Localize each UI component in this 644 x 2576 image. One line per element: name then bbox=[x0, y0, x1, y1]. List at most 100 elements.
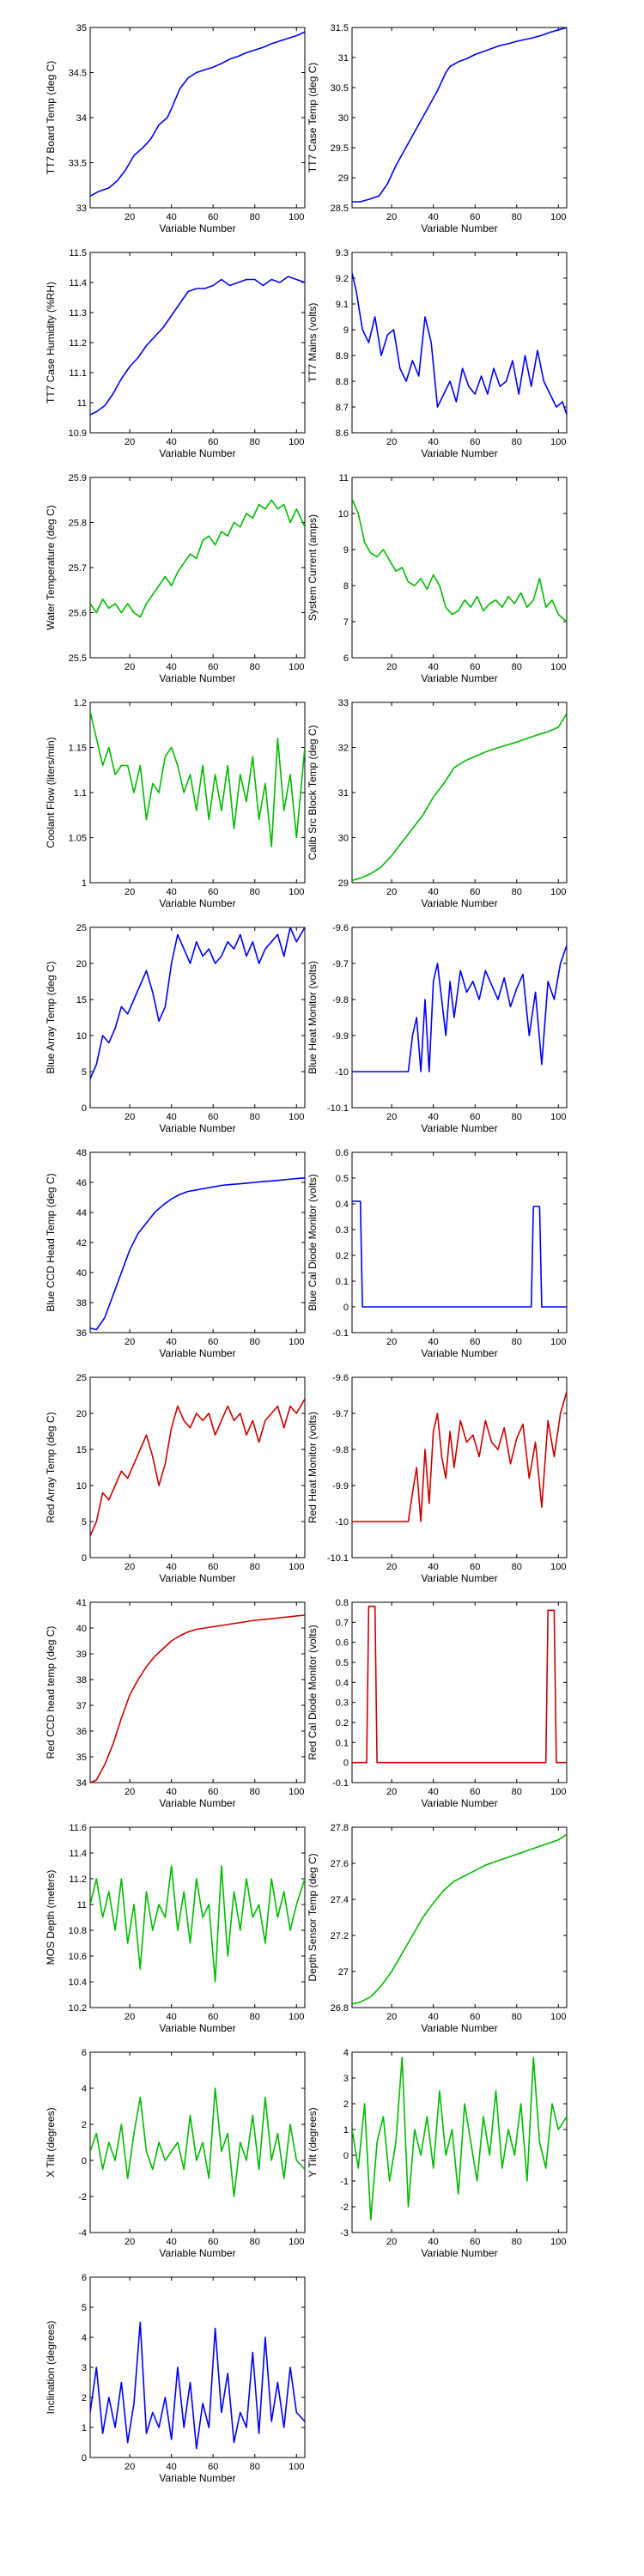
y-tick-label: 39 bbox=[76, 1649, 87, 1660]
x-tick-label: 60 bbox=[208, 212, 218, 222]
chart-panel-13: 20 40 60 80 100 0 5 10 15 20 25 Variable Number Red … bbox=[45, 1373, 306, 1584]
y-axis-label: System Current (amps) bbox=[307, 514, 319, 621]
x-tick-label: 60 bbox=[208, 662, 218, 672]
x-tick-label: 80 bbox=[512, 1562, 522, 1572]
x-tick-label: 80 bbox=[250, 2237, 260, 2247]
y-tick-label: 7 bbox=[343, 617, 349, 628]
y-tick-label: 2 bbox=[82, 2120, 87, 2130]
x-tick-label: 20 bbox=[386, 2237, 397, 2247]
x-tick-label: 80 bbox=[512, 887, 522, 897]
y-tick-label: 11 bbox=[339, 473, 349, 483]
x-tick-label: 60 bbox=[470, 1787, 480, 1797]
y-tick-label: 5 bbox=[82, 1517, 87, 1528]
y-axis-label: TT7 Mains (volts) bbox=[307, 303, 319, 383]
x-tick-label: 100 bbox=[289, 2012, 304, 2022]
y-tick-label: -3 bbox=[340, 2228, 349, 2239]
x-axis-label: Variable Number bbox=[421, 222, 497, 234]
y-tick-label: 38 bbox=[76, 1675, 87, 1686]
y-tick-label: -9.9 bbox=[332, 1031, 349, 1042]
series-line bbox=[352, 498, 567, 623]
y-tick-label: 42 bbox=[76, 1238, 87, 1249]
x-tick-label: 60 bbox=[470, 1112, 480, 1122]
y-tick-label: -1 bbox=[340, 2177, 349, 2187]
x-tick-label: 40 bbox=[428, 662, 439, 672]
y-tick-label: 2 bbox=[343, 2099, 349, 2110]
y-tick-label: 0.8 bbox=[336, 1598, 349, 1608]
y-axis-label: TT7 Case Humidity (%RH) bbox=[45, 282, 57, 404]
x-tick-label: 100 bbox=[550, 212, 566, 222]
x-tick-label: 20 bbox=[386, 212, 397, 222]
x-tick-label: 80 bbox=[250, 437, 260, 447]
chart-panel-1: 20 40 60 80 100 33 33.5 34 34.5 35 Variable Number… bbox=[45, 23, 306, 234]
y-tick-label: 1 bbox=[343, 2125, 349, 2136]
x-tick-label: 40 bbox=[428, 212, 439, 222]
x-tick-label: 20 bbox=[386, 2012, 397, 2022]
x-tick-label: 80 bbox=[250, 887, 260, 897]
y-axis-label: Blue Array Temp (deg C) bbox=[45, 961, 57, 1073]
x-axis-label: Variable Number bbox=[421, 2247, 497, 2259]
y-tick-label: 0 bbox=[82, 2156, 87, 2166]
y-tick-label: 0 bbox=[343, 2151, 349, 2161]
x-tick-label: 100 bbox=[289, 1112, 304, 1122]
y-tick-label: 6 bbox=[82, 2273, 87, 2283]
x-tick-label: 60 bbox=[470, 2237, 480, 2247]
y-tick-label: 8.7 bbox=[336, 403, 349, 413]
y-tick-label: 0.3 bbox=[336, 1225, 349, 1236]
y-tick-label: 27.6 bbox=[331, 1859, 349, 1869]
y-tick-label: 15 bbox=[76, 1445, 87, 1455]
y-tick-label: -9.6 bbox=[332, 1373, 349, 1383]
x-axis-label: Variable Number bbox=[421, 897, 497, 909]
x-tick-label: 80 bbox=[512, 1787, 522, 1797]
y-tick-label: 26.8 bbox=[331, 2003, 349, 2014]
y-axis-label: Red Heat Monitor (volts) bbox=[307, 1412, 319, 1523]
y-tick-label: -9.7 bbox=[332, 959, 349, 969]
x-tick-label: 100 bbox=[550, 1112, 566, 1122]
x-tick-label: 40 bbox=[428, 1112, 439, 1122]
y-tick-label: -0.1 bbox=[332, 1778, 349, 1789]
y-tick-label: 8 bbox=[343, 581, 349, 592]
y-tick-label: 3 bbox=[343, 2074, 349, 2084]
x-tick-label: 20 bbox=[125, 1787, 135, 1797]
x-tick-label: 40 bbox=[167, 1112, 177, 1122]
y-tick-label: 0 bbox=[82, 1553, 87, 1564]
y-tick-label: -9.9 bbox=[332, 1481, 349, 1492]
y-tick-label: 15 bbox=[76, 995, 87, 1005]
series-line bbox=[352, 1200, 567, 1308]
x-tick-label: 40 bbox=[167, 887, 177, 897]
x-tick-label: 60 bbox=[208, 887, 218, 897]
y-axis-label: Red Array Temp (deg C) bbox=[45, 1412, 57, 1522]
plot-area bbox=[351, 1601, 568, 1783]
x-tick-label: 60 bbox=[470, 1562, 480, 1572]
x-axis-label: Variable Number bbox=[421, 1797, 497, 1809]
y-tick-label: 0.4 bbox=[336, 1678, 349, 1688]
y-tick-label: 10.6 bbox=[69, 1952, 87, 1962]
y-tick-label: 31.5 bbox=[331, 23, 349, 33]
series-line bbox=[352, 272, 567, 416]
x-axis-label: Variable Number bbox=[159, 222, 235, 234]
x-tick-label: 60 bbox=[208, 1337, 218, 1347]
x-tick-label: 20 bbox=[125, 2462, 135, 2472]
y-axis-label: MOS Depth (meters) bbox=[45, 1870, 57, 1965]
y-tick-label: 11.1 bbox=[69, 368, 87, 379]
x-tick-label: 60 bbox=[208, 2237, 218, 2247]
y-tick-label: 30 bbox=[338, 834, 349, 844]
plot-area bbox=[351, 252, 568, 434]
y-tick-label: 32 bbox=[338, 744, 349, 754]
y-tick-label: 34 bbox=[76, 113, 87, 124]
x-tick-label: 40 bbox=[167, 2237, 177, 2247]
x-tick-label: 100 bbox=[550, 437, 566, 447]
x-tick-label: 80 bbox=[512, 2012, 522, 2022]
y-tick-label: 20 bbox=[76, 959, 87, 969]
y-tick-label: 0 bbox=[82, 2453, 87, 2464]
x-tick-label: 80 bbox=[512, 2237, 522, 2247]
chart-panel-20: 20 40 60 80 100 -3 -2 -1 0 1 2 3 4 Variable Number Y T… bbox=[307, 2048, 568, 2259]
chart-panel-7: 20 40 60 80 100 1 1.05 1.1 1.15 1.2 Variable Numbe… bbox=[45, 698, 306, 909]
y-axis-label: Calib Src Block Temp (deg C) bbox=[307, 725, 319, 860]
series-line bbox=[90, 1865, 305, 1983]
plot-area bbox=[89, 1151, 306, 1334]
x-tick-label: 40 bbox=[167, 2012, 177, 2022]
y-tick-label: 0.4 bbox=[336, 1200, 349, 1210]
y-tick-label: 20 bbox=[76, 1409, 87, 1419]
series-line bbox=[90, 31, 305, 197]
x-axis-label: Variable Number bbox=[159, 2247, 235, 2259]
